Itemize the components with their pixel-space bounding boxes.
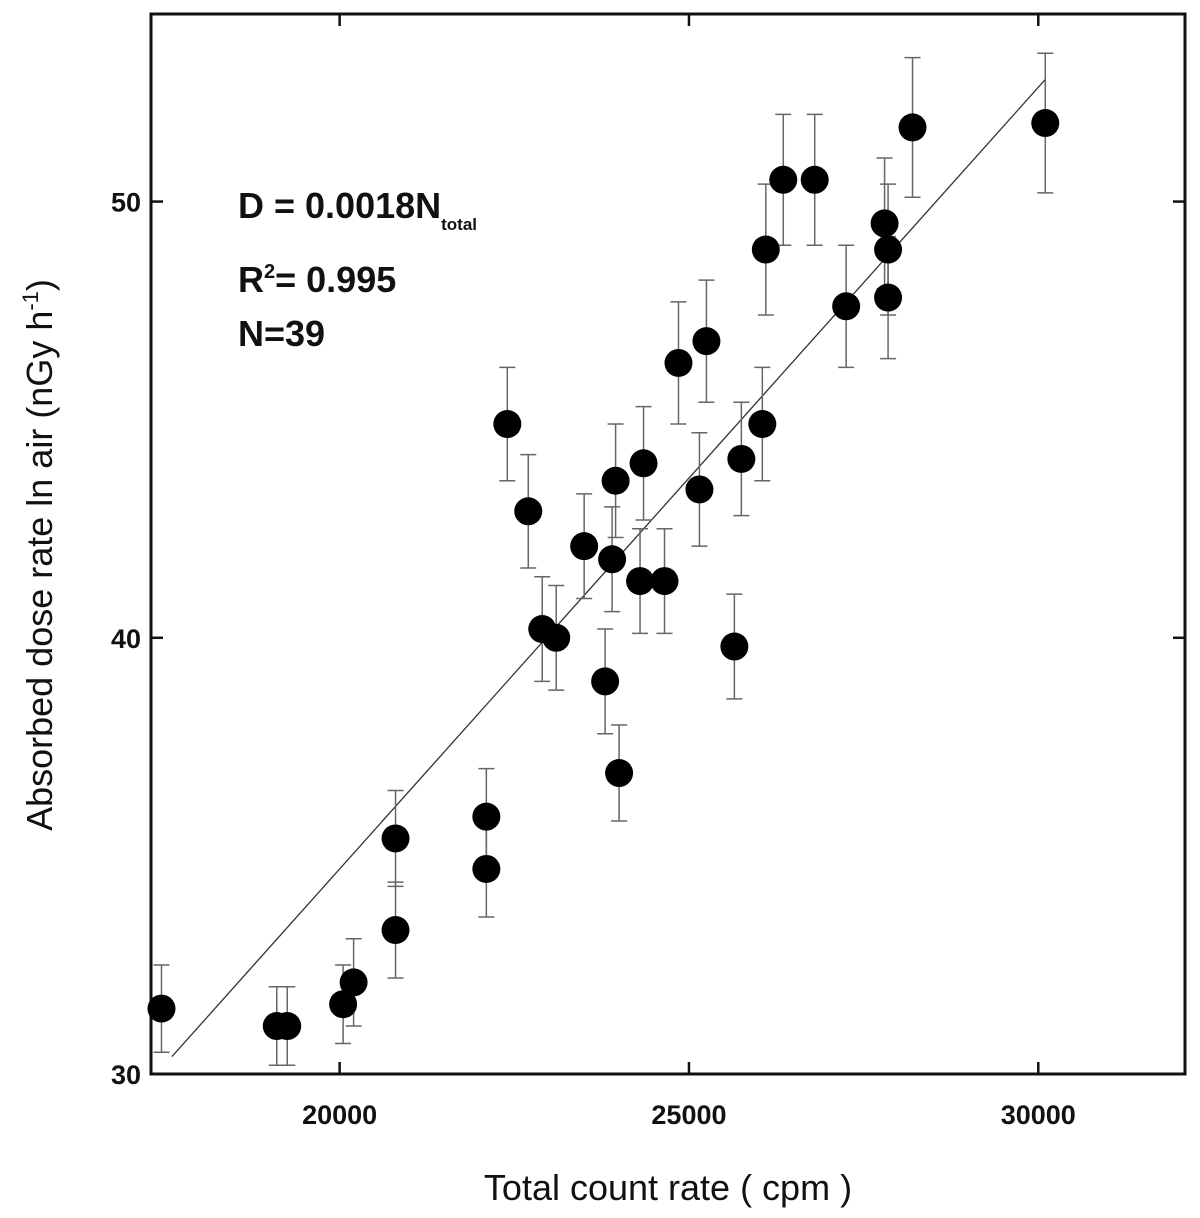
x-axis-ticks: 20000 25000 30000: [302, 14, 1076, 1130]
data-point: [381, 916, 410, 945]
data-point: [605, 759, 634, 788]
data-point: [329, 990, 358, 1019]
data-point: [629, 449, 658, 478]
y-axis-ticks: 30 40 50: [111, 188, 1185, 1090]
data-point: [720, 632, 749, 661]
data-point: [751, 235, 780, 264]
y-tick-label: 40: [111, 624, 141, 654]
data-point: [591, 667, 620, 696]
fit-equation: D = 0.0018Ntotal: [238, 185, 477, 234]
data-point: [664, 348, 693, 377]
error-bars: [153, 52, 1054, 1067]
fit-equation-main: D = 0.0018N: [238, 185, 441, 226]
x-axis-title: Total count rate ( cpm ): [484, 1167, 852, 1208]
data-point: [800, 165, 829, 194]
data-point: [769, 165, 798, 194]
data-point: [727, 444, 756, 473]
x-tick-label: 20000: [302, 1100, 377, 1130]
data-point: [472, 802, 501, 831]
r-squared-label: R: [238, 259, 264, 300]
plot-frame: [149, 12, 1187, 1076]
data-point: [598, 545, 627, 574]
y-axis-title-main: Absorbed dose rate ln air (nGy h: [19, 311, 60, 831]
y-tick-label: 50: [111, 188, 141, 218]
data-point: [692, 327, 721, 356]
data-point: [542, 623, 571, 652]
data-point: [650, 567, 679, 596]
data-point: [381, 824, 410, 853]
data-point: [147, 994, 176, 1023]
data-point: [339, 968, 368, 997]
data-point: [570, 532, 599, 561]
data-point: [748, 410, 777, 439]
data-point: [832, 292, 861, 321]
data-points: [147, 109, 1060, 1041]
data-point: [1031, 109, 1060, 138]
sample-count: N=39: [238, 313, 325, 354]
data-point: [273, 1012, 302, 1041]
x-tick-label: 30000: [1001, 1100, 1076, 1130]
data-point: [626, 567, 655, 596]
y-axis-title-close: ): [19, 279, 60, 291]
r-squared: R2= 0.995: [238, 259, 396, 300]
y-axis-title-sup: -1: [18, 291, 43, 311]
data-point: [874, 235, 903, 264]
data-point: [870, 209, 899, 238]
data-point: [685, 475, 714, 504]
data-point: [514, 497, 543, 526]
y-axis-title: Absorbed dose rate ln air (nGy h-1): [18, 279, 60, 831]
r-squared-value: = 0.995: [275, 259, 396, 300]
y-tick-label: 30: [111, 1060, 141, 1090]
data-point: [874, 283, 903, 312]
data-point: [601, 466, 630, 495]
data-point: [898, 113, 927, 142]
x-tick-label: 25000: [651, 1100, 726, 1130]
fit-equation-sub: total: [441, 215, 477, 234]
data-point: [472, 854, 501, 883]
r-squared-sup: 2: [264, 261, 275, 283]
data-point: [493, 410, 522, 439]
